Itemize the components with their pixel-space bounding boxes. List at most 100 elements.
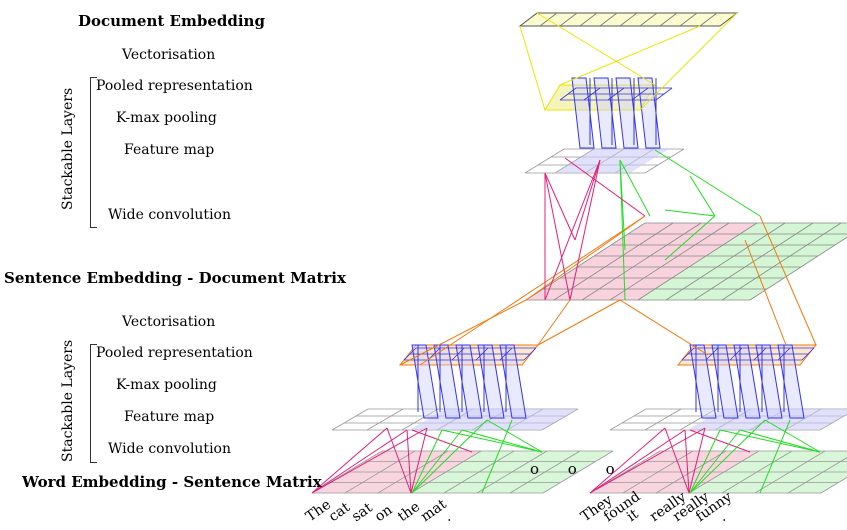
top-conv-line-green	[664, 209, 716, 217]
vectorisation-line-yellow	[519, 25, 546, 111]
link-orange	[759, 215, 817, 346]
doc-embedding-cell-line	[619, 12, 638, 27]
link-orange	[619, 299, 709, 356]
sentence-2-conv-line-green	[689, 429, 721, 494]
doc-embedding-cell-line	[599, 12, 618, 27]
doc-matrix-col-line	[525, 222, 646, 301]
doc-matrix-col-line	[749, 236, 847, 301]
sentence-2-conv-line-pink	[688, 427, 706, 494]
sentence-2-feature-map-shaded	[687, 409, 847, 430]
top-conv-line-green	[689, 175, 716, 217]
top-kmax-slab	[593, 77, 617, 149]
kmax-pooling-label-bottom: K-max pooling	[116, 377, 217, 393]
doc-embedding-cell-line	[699, 12, 718, 27]
feature-map-label-top: Feature map	[124, 142, 215, 158]
word-embedding-heading: Word Embedding - Sentence Matrix	[22, 473, 322, 491]
doc-matrix-col-line	[553, 222, 674, 301]
sentence-1-conv-line-green	[486, 419, 543, 453]
top-conv-line-green	[664, 215, 716, 261]
pooled-representation-label-bottom: Pooled representation	[96, 345, 253, 361]
doc-matrix-col-line	[609, 222, 730, 301]
vectorisation-label-top: Vectorisation	[122, 47, 216, 63]
doc-embedding-cell-line	[639, 12, 658, 27]
sentence-2-conv-line-pink	[684, 429, 690, 494]
link-orange	[744, 239, 787, 346]
sentence-2-conv-line-pink	[689, 429, 751, 453]
feature-map-label-bottom: Feature map	[124, 409, 215, 425]
doc-matrix-col-line	[665, 222, 786, 301]
sentence-1-conv-line-green	[481, 419, 513, 494]
top-conv-line-pink	[574, 159, 601, 241]
top-conv-line-pink	[544, 172, 571, 301]
sentence-2-conv-line-pink	[589, 427, 706, 494]
top-conv-line-pink	[544, 159, 601, 301]
link-orange	[537, 299, 621, 346]
sentence-2-conv-line-green	[689, 419, 766, 494]
wide-convolution-label-top: Wide convolution	[108, 207, 231, 223]
sentence-2-conv-line-pink	[589, 427, 666, 494]
sentence-1-conv-line-green	[411, 429, 443, 494]
top-conv-line-green	[654, 149, 761, 217]
stackable-layers-label-bottom: Stackable Layers	[60, 339, 76, 462]
top-kmax-slab	[615, 77, 639, 149]
top-conv-line-green	[619, 159, 626, 251]
sentence-2-conv-line-green	[689, 429, 741, 494]
stackable-bracket-bottom	[90, 344, 97, 463]
sentence-2-conv-line-pink	[589, 429, 686, 494]
wide-convolution-label-bottom: Wide convolution	[108, 441, 231, 457]
top-conv-line-pink	[544, 172, 576, 241]
sentence-2-conv-line-pink	[664, 427, 690, 494]
top-kmax-slab	[571, 77, 595, 149]
sentence-embedding-heading: Sentence Embedding - Document Matrix	[4, 269, 346, 287]
top-conv-line-pink	[569, 159, 601, 301]
top-feature-map-col-line	[644, 148, 685, 174]
sentence-2-conv-line-green	[759, 419, 791, 494]
sentence-1-conv-line-pink	[386, 427, 412, 494]
doc-matrix-edge	[525, 215, 646, 301]
sentence-1-conv-line-pink	[411, 429, 473, 453]
top-conv-line-pink	[564, 157, 646, 217]
doc-matrix-green-region	[638, 223, 847, 300]
sentence-2-conv-line-green	[739, 429, 821, 453]
sentence-1-conv-line-green	[411, 429, 463, 494]
doc-embedding-cell-line	[659, 12, 678, 27]
sentence-2-feature-map-col-line	[679, 408, 717, 431]
stackable-bracket-top	[90, 77, 97, 228]
sentence-1-conv-line-green	[411, 419, 488, 494]
top-feature-map-col-line	[524, 148, 565, 174]
sentence-1-feature-map-col-line	[366, 408, 404, 431]
vectorisation-line-yellow	[559, 25, 701, 86]
doc-embedding-cell-line	[679, 12, 698, 27]
sentence-2-feature-map-col-line	[609, 408, 647, 431]
ellipsis-dots: o o o	[530, 460, 627, 478]
top-kmax-slab	[637, 77, 661, 149]
sentence-1-feature-map-shaded	[409, 409, 578, 430]
sentence-1-conv-line-pink	[311, 429, 408, 494]
vectorisation-line-yellow	[536, 12, 656, 86]
doc-matrix-col-line	[581, 222, 702, 301]
sentence-1-feature-map-col-line	[401, 408, 439, 431]
pooled-representation-label-top: Pooled representation	[96, 78, 253, 94]
link-orange	[537, 299, 571, 346]
doc-embedding-heading: Document Embedding	[78, 12, 265, 30]
sentence-2-conv-line-green	[764, 419, 821, 453]
sentence-1-conv-line-pink	[410, 427, 428, 494]
sentence-1-conv-line-green	[461, 429, 543, 453]
stackable-layers-label-top: Stackable Layers	[60, 87, 76, 210]
sentence-1-conv-line-pink	[311, 427, 388, 494]
sentence-1-conv-line-pink	[311, 427, 428, 494]
doc-embedding-cell-line	[579, 12, 598, 27]
sentence-1-feature-map-col-line	[331, 408, 369, 431]
sentence-2-word-matrix-col-line	[820, 476, 847, 494]
doc-matrix-col-line	[637, 222, 758, 301]
sentence-2-feature-map-col-line	[644, 408, 682, 431]
link-orange	[399, 299, 527, 366]
top-conv-line-green	[619, 159, 651, 217]
top-feature-map-shaded	[555, 149, 669, 173]
doc-embedding-cell-line	[559, 12, 578, 27]
vectorisation-line-yellow	[639, 12, 738, 111]
doc-matrix-col-line	[721, 222, 842, 301]
sentence-1-conv-line-pink	[406, 429, 412, 494]
